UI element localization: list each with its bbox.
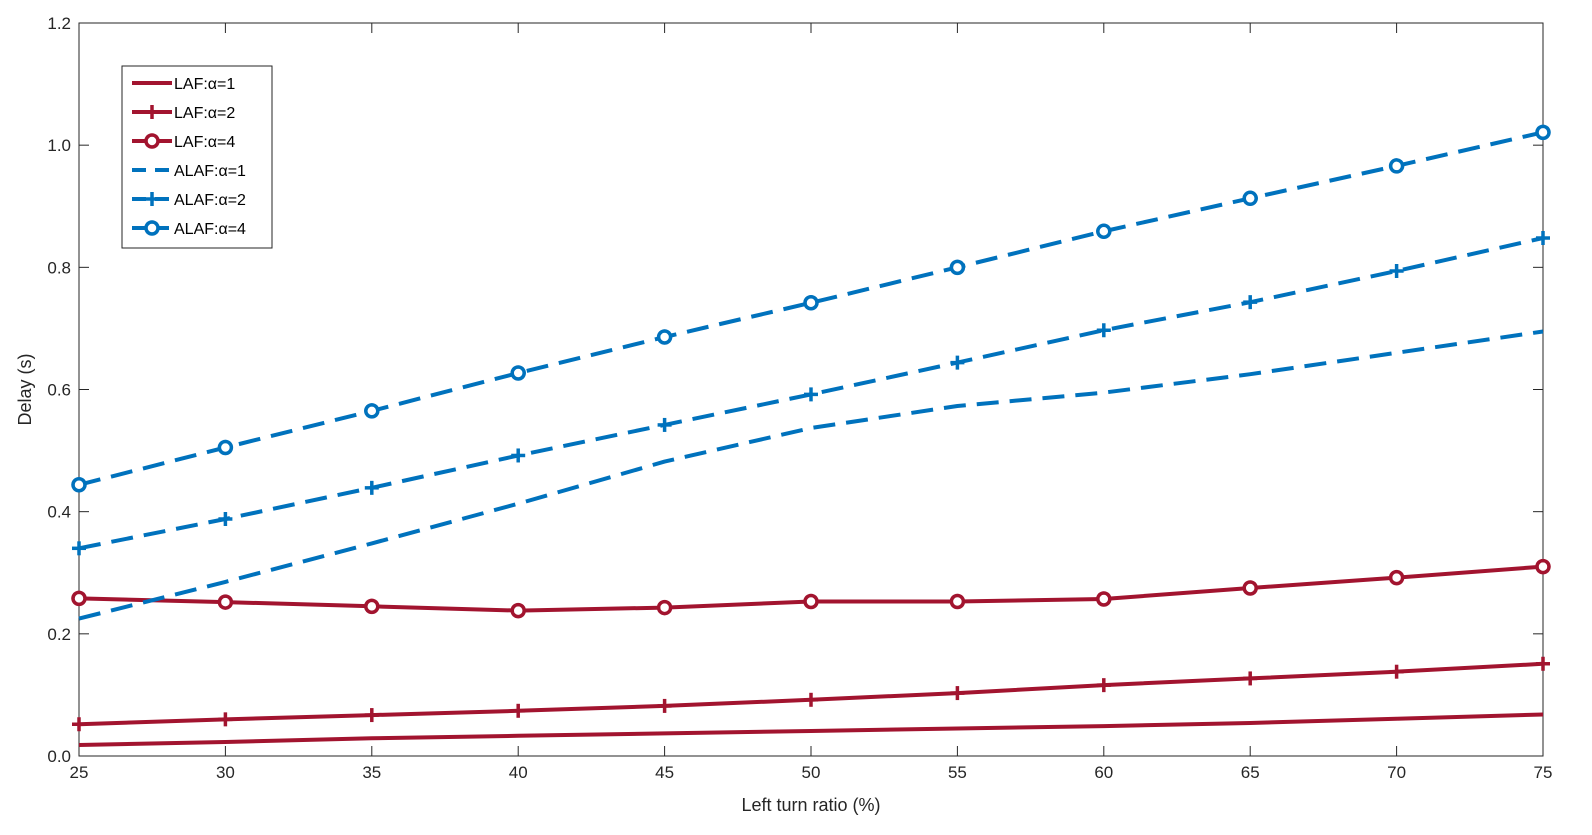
series-lines	[71, 124, 1551, 747]
x-tick-label-65: 65	[1241, 763, 1260, 782]
series-5-point-10	[1535, 124, 1551, 141]
y-tick-label-0.4: 0.4	[47, 503, 71, 522]
legend-entry-2: LAF:α=4	[132, 133, 235, 151]
series-5-point-9	[1388, 158, 1405, 174]
series-5-point-7	[1096, 223, 1112, 240]
series-4-point-5	[804, 387, 818, 402]
series-1-point-6	[950, 686, 965, 701]
y-tick-label-0.6: 0.6	[47, 381, 71, 400]
legend-label-2: LAF:α=4	[174, 134, 235, 151]
legend-marker-5	[144, 220, 160, 236]
y-axis-title: Delay (s)	[15, 353, 35, 425]
series-1-point-8	[1243, 671, 1258, 686]
series-2-point-4	[656, 599, 673, 616]
series-1-point-3	[511, 703, 526, 718]
series-4-point-9	[1389, 263, 1404, 278]
series-5-point-6	[949, 259, 966, 276]
series-1-point-5	[804, 692, 818, 707]
x-tick-label-75: 75	[1534, 763, 1553, 782]
legend-label-1: LAF:α=2	[174, 105, 235, 122]
series-line-0	[78, 712, 1544, 747]
series-2-point-2	[364, 598, 380, 615]
series-4-point-0	[72, 541, 86, 556]
series-1-point-4	[657, 698, 672, 713]
x-tick-label-30: 30	[216, 763, 235, 782]
series-5-point-0	[71, 477, 87, 493]
series-4	[72, 231, 1550, 556]
x-tick-label-55: 55	[948, 763, 967, 782]
legend-entry-1: LAF:α=2	[132, 105, 235, 122]
legend-box	[121, 65, 273, 249]
series-4-point-6	[950, 355, 965, 370]
series-1-point-7	[1096, 678, 1111, 693]
legend-marker-1	[145, 105, 159, 119]
series-2-point-10	[1535, 558, 1551, 575]
series-4-point-4	[657, 417, 672, 432]
x-tick-label-40: 40	[509, 763, 528, 782]
x-tick-label-35: 35	[362, 763, 381, 782]
series-4-point-10	[1536, 231, 1550, 246]
legend-marker-4	[145, 192, 159, 206]
series-4-point-7	[1096, 323, 1111, 338]
legend-entry-3: ALAF:α=1	[132, 163, 246, 180]
series-4-point-1	[218, 511, 233, 526]
series-5-point-5	[803, 295, 819, 311]
series-4-point-8	[1243, 295, 1258, 310]
series-line-5	[78, 130, 1544, 487]
series-2-point-8	[1242, 580, 1258, 596]
series-2-point-3	[510, 602, 526, 619]
series-5-point-1	[217, 439, 234, 456]
series-1-point-9	[1389, 664, 1404, 679]
legend-entry-4: ALAF:α=2	[132, 192, 246, 209]
series-5-point-2	[364, 403, 380, 419]
legend-label-4: ALAF:α=2	[174, 192, 246, 209]
y-axis-ticks: 0.0 0.2 0.4 0.6 0.8 1.0 1.2	[47, 14, 1543, 766]
series-2-point-7	[1096, 591, 1112, 607]
series-4-point-2	[364, 480, 379, 495]
series-2-point-5	[803, 593, 819, 610]
series-1-point-10	[1536, 656, 1550, 671]
series-2-point-9	[1388, 569, 1405, 586]
y-tick-label-1.2: 1.2	[47, 14, 71, 33]
y-tick-label-0.0: 0.0	[47, 747, 71, 766]
x-tick-label-60: 60	[1094, 763, 1113, 782]
series-0	[78, 712, 1544, 747]
legend-label-5: ALAF:α=4	[174, 221, 246, 238]
series-1-point-0	[72, 717, 86, 732]
series-5-point-3	[510, 365, 526, 381]
legend-marker-2	[144, 133, 160, 149]
legend-entry-5: ALAF:α=4	[132, 220, 246, 238]
series-line-3	[78, 329, 1544, 621]
series-2-point-6	[949, 593, 966, 610]
x-tick-label-50: 50	[802, 763, 821, 782]
series-4-point-3	[511, 448, 526, 463]
series-2-point-0	[71, 590, 87, 607]
series-1-point-1	[218, 712, 233, 727]
y-tick-label-0.8: 0.8	[47, 258, 71, 277]
y-tick-label-0.2: 0.2	[47, 625, 71, 644]
series-3	[78, 329, 1544, 621]
x-axis-ticks: 25 30 35 40 45 50 55 60 65 70 75	[70, 23, 1553, 782]
legend-label-3: ALAF:α=1	[174, 163, 246, 180]
legend-entry-0: LAF:α=1	[132, 76, 235, 93]
series-1-point-2	[364, 708, 379, 723]
x-tick-label-25: 25	[70, 763, 89, 782]
series-2	[71, 558, 1551, 619]
x-tick-label-45: 45	[655, 763, 674, 782]
series-2-point-1	[217, 594, 234, 610]
series-line-4	[78, 236, 1544, 551]
x-axis-title: Left turn ratio (%)	[741, 795, 880, 815]
series-1	[72, 656, 1550, 732]
series-5-point-4	[656, 329, 673, 345]
y-tick-label-1.0: 1.0	[47, 136, 71, 155]
series-5	[71, 124, 1551, 493]
series-5-point-8	[1242, 190, 1258, 207]
x-tick-label-70: 70	[1387, 763, 1406, 782]
legend: LAF:α=1 LAF:α=2 LAF:α=4 ALAF:α=1 ALAF:α=2 ALA…	[121, 65, 273, 249]
legend-label-0: LAF:α=1	[174, 76, 235, 93]
